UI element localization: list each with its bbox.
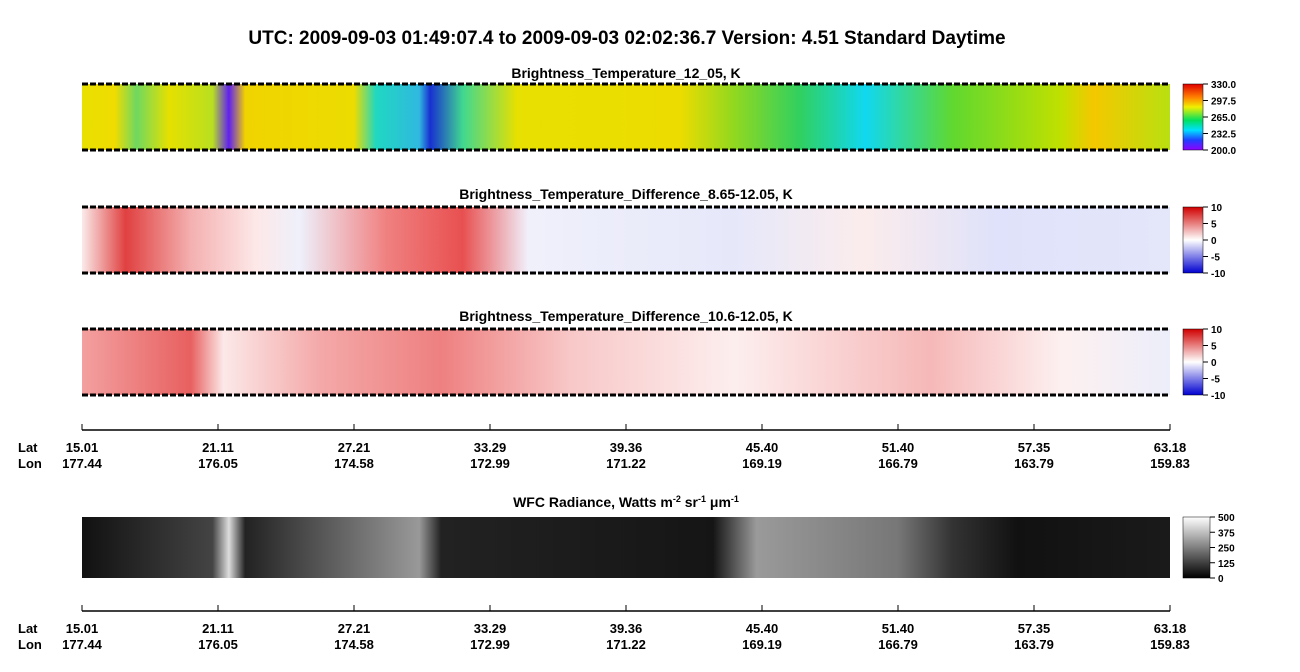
lat-value: 51.40	[882, 440, 915, 455]
image-strip	[82, 329, 1170, 395]
lon-value: 171.22	[606, 637, 646, 652]
lon-value: 171.22	[606, 456, 646, 471]
lon-value: 163.79	[1014, 456, 1054, 471]
lat-value: 63.18	[1154, 621, 1187, 636]
lon-value: 163.79	[1014, 637, 1054, 652]
colorbar-label: 125	[1218, 559, 1235, 570]
lon-value: 169.19	[742, 637, 782, 652]
lon-value: 176.05	[198, 637, 238, 652]
lat-value: 57.35	[1018, 440, 1051, 455]
title-text: Brightness_Temperature_Difference_8.65-1…	[459, 186, 793, 202]
colorbar-label: 0	[1218, 574, 1224, 585]
colorbar	[1182, 328, 1204, 396]
colorbar-label: 375	[1218, 528, 1235, 539]
panel-title: Brightness_Temperature_Difference_10.6-1…	[459, 308, 793, 324]
title-text: sr	[681, 494, 699, 510]
lon-value: 172.99	[470, 637, 510, 652]
lon-label: Lon	[18, 456, 42, 471]
title-text: μm	[706, 494, 731, 510]
colorbar	[1182, 206, 1204, 274]
lon-value: 177.44	[62, 456, 103, 471]
lon-value: 169.19	[742, 456, 782, 471]
lon-value: 174.58	[334, 456, 374, 471]
colorbar-label: 0	[1211, 358, 1217, 369]
figure-title: UTC: 2009-09-03 01:49:07.4 to 2009-09-03…	[248, 28, 1005, 49]
title-text: Brightness_Temperature_12_05, K	[511, 65, 740, 81]
colorbar-label: -10	[1211, 391, 1226, 402]
colorbar	[1182, 83, 1204, 151]
image-strip	[82, 207, 1170, 273]
panel-title: Brightness_Temperature_12_05, K	[511, 65, 740, 81]
lat-value: 33.29	[474, 621, 507, 636]
title-superscript: -2	[673, 494, 681, 504]
colorbar-label: 10	[1211, 325, 1223, 336]
colorbar-label: 265.0	[1211, 113, 1236, 124]
colorbar-label: 5	[1211, 220, 1217, 231]
lat-label: Lat	[18, 621, 38, 636]
lat-value: 27.21	[338, 440, 371, 455]
colorbar-label: 0	[1211, 236, 1217, 247]
lon-value: 166.79	[878, 456, 918, 471]
lat-value: 27.21	[338, 621, 371, 636]
title-superscript: -1	[731, 494, 739, 504]
lon-value: 159.83	[1150, 637, 1190, 652]
lat-value: 39.36	[610, 440, 643, 455]
lat-value: 57.35	[1018, 621, 1051, 636]
lon-value: 177.44	[62, 637, 103, 652]
lon-value: 159.83	[1150, 456, 1190, 471]
lon-value: 172.99	[470, 456, 510, 471]
title-text: Brightness_Temperature_Difference_10.6-1…	[459, 308, 793, 324]
lat-label: Lat	[18, 440, 38, 455]
colorbar-label: 10	[1211, 203, 1223, 214]
lon-value: 166.79	[878, 637, 918, 652]
title-text: WFC Radiance, Watts m	[513, 494, 673, 510]
title-superscript: -1	[698, 494, 706, 504]
colorbar-label: 330.0	[1211, 80, 1236, 91]
colorbar-label: 232.5	[1211, 130, 1236, 141]
colorbar-label: 500	[1218, 513, 1235, 524]
colorbar-label: -5	[1211, 253, 1220, 264]
lat-value: 51.40	[882, 621, 915, 636]
panel-title: WFC Radiance, Watts m-2 sr-1 μm-1	[513, 494, 739, 510]
colorbar-label: 250	[1218, 544, 1235, 555]
lat-value: 45.40	[746, 621, 779, 636]
colorbar-label: 200.0	[1211, 146, 1236, 157]
colorbar-label: -5	[1211, 375, 1220, 386]
lat-value: 33.29	[474, 440, 507, 455]
lon-value: 176.05	[198, 456, 238, 471]
panel-title: Brightness_Temperature_Difference_8.65-1…	[459, 186, 793, 202]
lon-value: 174.58	[334, 637, 374, 652]
colorbar	[1182, 516, 1211, 579]
image-strip	[82, 517, 1170, 578]
colorbar-label: -10	[1211, 269, 1226, 280]
image-strip	[82, 84, 1170, 150]
lat-value: 21.11	[202, 621, 234, 636]
lat-value: 15.01	[66, 621, 99, 636]
lon-label: Lon	[18, 637, 42, 652]
colorbar-label: 297.5	[1211, 97, 1236, 108]
lat-value: 45.40	[746, 440, 779, 455]
lat-value: 15.01	[66, 440, 99, 455]
lat-value: 39.36	[610, 621, 643, 636]
colorbar-label: 5	[1211, 342, 1217, 353]
lat-value: 21.11	[202, 440, 234, 455]
lat-value: 63.18	[1154, 440, 1187, 455]
